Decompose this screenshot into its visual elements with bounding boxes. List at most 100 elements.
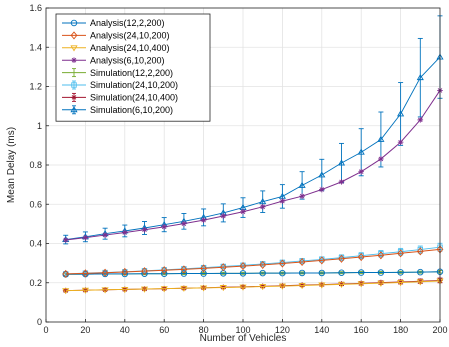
data-point [318,256,326,265]
x-tick-label: 80 [199,325,209,335]
data-point [378,279,384,286]
data-point [160,286,168,293]
data-point [239,270,247,277]
data-point [377,251,385,260]
data-point [200,217,207,223]
data-point [102,232,108,238]
data-point [397,249,404,258]
data-point [121,270,129,278]
data-point [357,269,365,276]
data-point [161,224,167,230]
data-point [240,208,246,215]
legend-item: Analysis(12,2,200) [62,18,165,28]
data-point [416,247,424,256]
data-point [219,263,227,272]
x-tick-label: 160 [354,325,369,335]
data-point [357,281,365,288]
legend-label: Analysis(24,10,400) [90,43,170,53]
legend-marker [70,19,78,27]
legend-label: Simulation(6,10,200) [90,105,173,115]
data-point [417,268,424,276]
y-tick-label: 1.2 [29,82,42,92]
series-line [65,271,441,275]
series-line [65,90,441,241]
legend-marker [70,106,78,113]
data-point [337,159,346,166]
data-point [62,269,70,278]
data-point [337,281,346,289]
data-point [180,285,188,292]
series-analysis-24-10-400 [62,278,444,295]
data-point [318,269,326,277]
data-point [200,264,207,273]
legend-item: Simulation(24,10,200) [62,80,178,90]
data-point [259,204,266,210]
data-point [121,287,129,294]
x-tick-label: 40 [120,325,130,335]
x-tick-label: 180 [393,325,408,335]
data-point [357,148,365,155]
data-point [279,198,286,204]
data-point [397,280,405,287]
x-tick-label: 0 [43,325,48,335]
legend-item: Analysis(24,10,400) [62,43,170,53]
data-point [259,269,266,277]
series-analysis-24-10-200 [62,245,444,278]
data-point [318,282,326,289]
data-point [378,156,384,162]
legend-label: Simulation(24,10,400) [90,93,178,103]
data-point [417,278,424,284]
data-point [259,284,267,291]
x-tick-label: 60 [159,325,169,335]
data-point [299,193,305,200]
legend-marker [70,45,78,52]
x-tick-label: 140 [314,325,329,335]
data-point [416,73,424,81]
legend: Analysis(12,2,200) Analysis(24,10,200) Ana… [55,13,211,122]
legend-marker [71,57,77,63]
data-point [318,171,326,178]
data-point [62,288,70,295]
data-point [298,257,306,267]
x-tick-label: 20 [80,325,90,335]
data-point [101,287,109,294]
series-line [65,248,441,275]
data-point [259,198,267,205]
data-point [180,265,188,274]
data-point [259,260,267,269]
data-point [82,234,89,241]
y-tick-label: 1 [37,121,42,131]
x-tick-label: 200 [432,325,447,335]
data-point [200,270,207,277]
legend-item: Simulation(24,10,400) [62,93,178,103]
y-tick-label: 1.4 [29,42,42,52]
data-point [298,283,306,290]
data-point [181,220,187,227]
legend-item: Simulation(6,10,200) [62,105,173,115]
data-point [140,286,149,293]
legend-marker [71,82,77,88]
series-layer [62,15,444,295]
legend-item: Analysis(24,10,200) [62,31,170,41]
data-point [220,213,227,219]
legend-label: Simulation(12,2,200) [90,68,173,78]
data-point [279,259,286,268]
data-point [338,254,345,263]
data-point [160,270,168,277]
data-point [62,237,69,243]
data-point [160,266,168,275]
data-point [377,135,385,142]
data-point [417,117,424,123]
data-point [121,267,129,277]
data-point [358,168,364,175]
data-point [278,283,286,290]
data-point [319,186,325,193]
y-tick-label: 0.6 [29,199,42,209]
data-point [180,270,188,277]
y-axis-label: Mean Delay (ms) [6,127,17,203]
data-point [357,252,365,262]
data-point [122,229,128,236]
x-axis-label: Number of Vehicles [200,333,287,344]
legend-label: Analysis(24,10,200) [90,31,170,41]
